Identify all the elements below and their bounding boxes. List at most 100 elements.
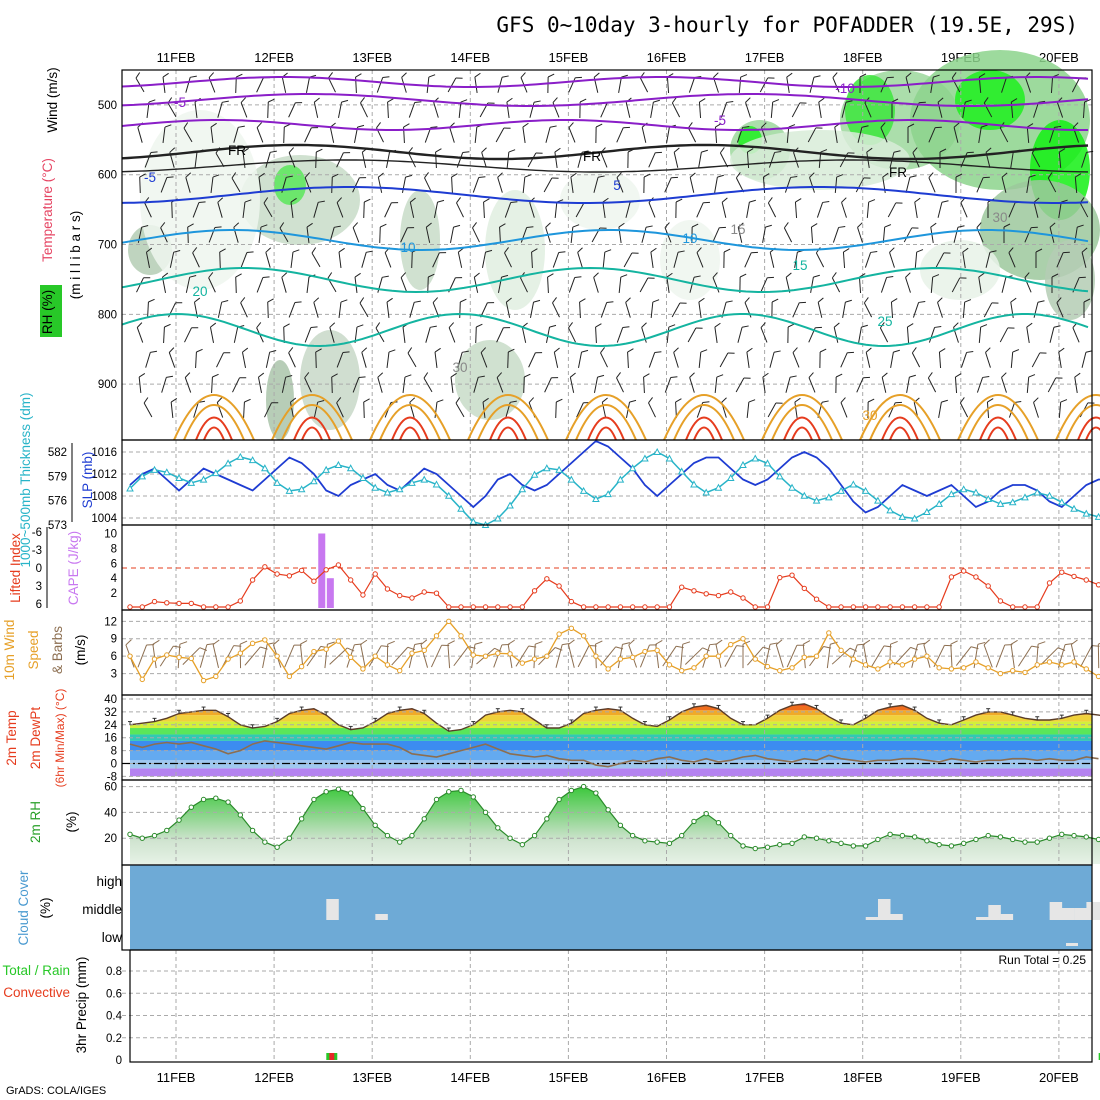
rh-line-point: [164, 827, 170, 834]
wind-barb: [1051, 273, 1059, 293]
rh-line-point: [176, 817, 182, 823]
surface-wind-barb: [831, 647, 858, 665]
wind-barb: [283, 323, 290, 344]
precip-total-label: Total / Rain: [2, 963, 70, 978]
wind-barb: [377, 372, 384, 393]
wind-barb-flag: [959, 277, 967, 279]
wind-speed-line-point: [642, 648, 648, 655]
wind-barb-flag: [739, 273, 747, 278]
wind-barb: [313, 297, 320, 318]
wind-barb-shaft: [905, 177, 911, 193]
wind-barb-shaft: [783, 227, 793, 243]
wind-barb-flag: [189, 275, 197, 278]
wind-barb: [568, 122, 576, 143]
wind-barb-shaft: [914, 202, 918, 218]
wind-barb-flag: [723, 248, 731, 253]
wind-barb-shaft: [666, 277, 670, 293]
isotherm-warm-dome: [369, 394, 451, 441]
wind-barb-shaft: [504, 202, 512, 218]
thickness-point: [996, 499, 1005, 507]
wind-barb: [447, 77, 463, 93]
wind-barb-flag: [304, 372, 310, 379]
wind-barb-shaft: [377, 177, 383, 193]
rh-line-point: [948, 843, 955, 849]
wind-barb-flag: [962, 247, 969, 253]
isotherm-warm-dome: [771, 404, 833, 441]
surface-barb-shaft: [775, 644, 784, 668]
wind-barb-flag: [190, 75, 197, 78]
surface-barb-flag: [890, 640, 898, 645]
wind-barb: [363, 198, 371, 219]
wind-barb-flag: [545, 222, 551, 228]
wind-barb: [735, 172, 745, 193]
wind-barb: [160, 176, 174, 193]
isotherm-warm-dome: [979, 416, 1017, 441]
li-line-point: [1059, 569, 1065, 575]
wind-barb: [767, 197, 777, 218]
li-line-point: [347, 577, 354, 583]
wind-barb-shaft: [305, 77, 311, 93]
wind-speed-line-point: [715, 653, 722, 659]
wind-barb-shaft: [184, 377, 192, 393]
wind-barb-shaft: [976, 177, 984, 193]
isotherm-warm-dome: [399, 426, 421, 441]
wind-barb-flag: [905, 72, 912, 78]
thickness-point: [849, 480, 858, 488]
rh-line-point: [151, 832, 158, 839]
wind-barb: [328, 72, 336, 93]
wind-barb-shaft: [231, 177, 241, 193]
wind-barb-shaft: [832, 227, 840, 243]
temp-band: [130, 728, 1092, 735]
wind-barb-shaft: [664, 177, 672, 193]
wind-barb-shaft: [192, 202, 200, 218]
rh-line-point: [764, 844, 771, 850]
wind-barb-shaft: [600, 102, 608, 118]
wind-barb-shaft: [1072, 327, 1080, 343]
thickness-point: [824, 493, 833, 501]
wind-barb-flag: [1047, 172, 1053, 179]
wind-barb-shaft: [962, 102, 966, 118]
thickness-point: [211, 469, 220, 477]
wind-barb-flag: [695, 327, 703, 329]
rh-label: RH (%): [40, 290, 55, 334]
wind-barb-flag: [216, 397, 223, 403]
thickness-point: [861, 486, 870, 494]
thickness-point: [248, 456, 257, 464]
wind-barb-shaft: [1058, 151, 1062, 169]
wind-barb: [523, 373, 531, 394]
wind-barb-shaft: [959, 402, 969, 418]
wind-barb-shaft: [568, 327, 576, 343]
wind-barb: [890, 298, 898, 319]
wind-barb-flag: [430, 325, 437, 328]
rh-line-point: [899, 832, 906, 839]
wind-barb-flag: [568, 122, 574, 128]
wind-barb: [1058, 399, 1068, 419]
surface-barb-flag: [494, 647, 502, 653]
wind-barb: [865, 347, 872, 368]
wind-barb: [714, 174, 724, 193]
surface-barb-flag: [715, 639, 723, 645]
wind-barb: [817, 297, 824, 318]
wind-barb-shaft: [451, 176, 453, 194]
wind-barb-shaft: [735, 177, 745, 193]
wind-barb-flag: [311, 247, 317, 254]
wind-barb-shaft: [857, 127, 863, 143]
wind-barb-shaft: [359, 302, 369, 318]
li-line-point: [421, 589, 427, 595]
wind-barb-flag: [1007, 327, 1015, 329]
wind-barb-shaft: [217, 202, 223, 218]
rh-line-point: [887, 831, 893, 838]
isotherm-warm-dome: [1085, 426, 1100, 441]
wind-barb-flag: [1061, 199, 1068, 203]
wind-barb: [265, 350, 277, 368]
surface-barb-shaft: [747, 646, 764, 666]
isotherm-15: [121, 266, 1089, 294]
wind-speed-line-point: [777, 667, 783, 674]
wind-barb-flag: [434, 347, 441, 353]
wind-barb-flag: [813, 274, 820, 278]
wind-barb: [456, 197, 464, 218]
cloud-block: [877, 899, 891, 920]
wind-speed-line-point: [556, 631, 562, 637]
wind-barb-flag: [1038, 100, 1046, 103]
